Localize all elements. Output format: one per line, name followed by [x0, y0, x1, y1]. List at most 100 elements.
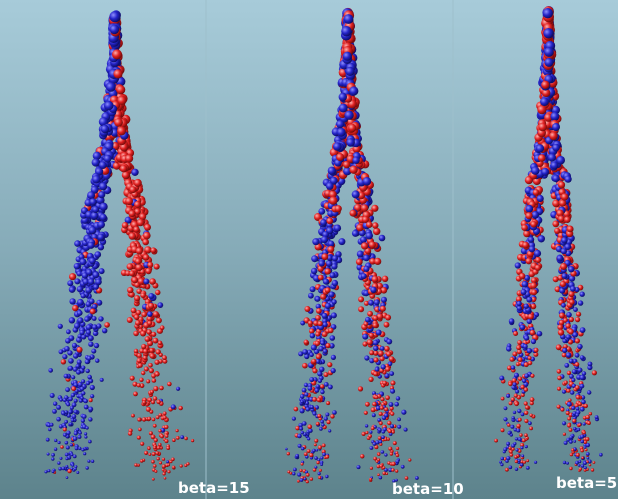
particle — [535, 144, 545, 153]
particle — [361, 242, 369, 250]
particle — [559, 312, 565, 319]
particle — [588, 412, 593, 416]
particle — [523, 387, 529, 392]
particle — [151, 400, 155, 405]
particle — [331, 263, 338, 270]
particle — [71, 463, 75, 467]
particle — [527, 356, 532, 360]
particle — [333, 224, 342, 232]
particle — [378, 475, 383, 480]
particle — [526, 348, 533, 354]
particle — [56, 405, 61, 410]
particle — [386, 351, 392, 357]
particle — [131, 276, 139, 284]
particle — [141, 311, 148, 318]
particle — [121, 222, 129, 229]
particle — [585, 414, 590, 420]
particle — [513, 427, 518, 432]
particle — [566, 461, 569, 465]
particle — [351, 229, 359, 237]
particle — [321, 423, 325, 427]
particle — [531, 296, 537, 303]
particle — [62, 432, 67, 437]
particle — [569, 440, 573, 444]
particle — [70, 392, 76, 398]
particle — [49, 393, 55, 398]
particle — [365, 431, 369, 435]
particle — [164, 439, 169, 444]
particle — [577, 367, 583, 373]
particle — [575, 317, 581, 323]
particle — [298, 351, 304, 357]
particle — [320, 340, 325, 346]
particle — [71, 402, 77, 408]
particle — [315, 354, 322, 360]
particle — [77, 382, 83, 387]
particle — [365, 231, 374, 240]
particle — [585, 452, 590, 456]
particle — [87, 241, 95, 249]
particle — [343, 14, 354, 24]
particle — [325, 454, 330, 459]
particle — [360, 236, 367, 244]
particle — [392, 479, 396, 483]
particle — [98, 191, 106, 199]
particle — [326, 401, 331, 406]
particle — [92, 330, 99, 337]
particle — [524, 433, 528, 438]
particle — [73, 431, 78, 436]
particle — [576, 311, 582, 317]
particle — [317, 458, 321, 462]
particle — [311, 267, 318, 275]
particle — [582, 422, 586, 426]
particle — [373, 357, 379, 363]
particle — [156, 445, 161, 450]
particle — [76, 471, 80, 474]
particle — [529, 329, 536, 336]
particle — [65, 465, 69, 468]
particle — [88, 417, 93, 422]
particle — [374, 367, 380, 372]
particle — [295, 426, 300, 431]
particle — [140, 330, 147, 337]
particle — [571, 378, 576, 382]
particle — [366, 339, 373, 346]
particle — [66, 329, 71, 335]
particle — [556, 404, 561, 409]
particle — [45, 437, 50, 442]
particle — [78, 446, 82, 451]
particle — [319, 366, 325, 372]
particle — [158, 413, 163, 417]
particle — [311, 358, 317, 364]
particle — [386, 338, 393, 345]
particle — [137, 362, 143, 368]
particle — [360, 204, 369, 212]
particle — [76, 336, 82, 343]
particle — [362, 216, 369, 223]
particle — [134, 295, 141, 302]
particle — [68, 358, 74, 364]
particle — [92, 206, 100, 213]
particle — [565, 334, 571, 340]
particle — [89, 384, 95, 391]
particle — [575, 452, 580, 457]
particle — [525, 466, 530, 470]
particle — [368, 332, 374, 338]
particle — [373, 456, 377, 461]
particle — [59, 456, 63, 460]
particle — [88, 226, 97, 235]
particle — [304, 470, 309, 474]
particle — [133, 391, 138, 397]
particle — [387, 420, 392, 426]
particle — [153, 438, 158, 443]
particle — [564, 243, 572, 251]
particle — [52, 409, 57, 414]
particle — [314, 438, 319, 443]
particle — [85, 368, 90, 374]
particle — [581, 371, 587, 376]
particle — [91, 348, 97, 354]
particle — [76, 285, 84, 293]
particle — [555, 245, 563, 253]
particle — [324, 287, 331, 294]
particle — [401, 409, 407, 415]
